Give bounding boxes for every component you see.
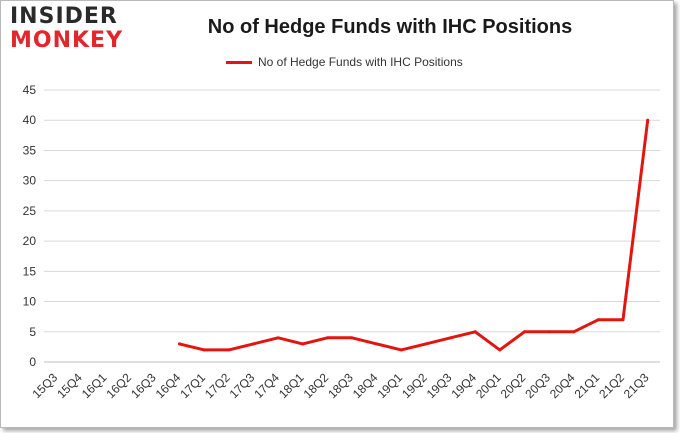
- y-tick-label: 20: [23, 234, 37, 248]
- data-point: [178, 342, 182, 346]
- x-tick-label: 15Q4: [54, 370, 85, 401]
- x-tick-label: 21Q2: [596, 370, 627, 401]
- y-tick-label: 10: [23, 295, 37, 309]
- y-tick-label: 35: [23, 143, 37, 157]
- x-tick-label: 16Q3: [128, 370, 159, 401]
- data-point: [227, 348, 231, 352]
- y-tick-label: 45: [23, 83, 37, 97]
- data-point: [276, 336, 280, 340]
- data-point: [621, 318, 625, 322]
- x-tick-label: 15Q3: [30, 370, 61, 401]
- x-tick-label: 16Q4: [153, 370, 184, 401]
- y-tick-label: 40: [23, 113, 37, 127]
- data-point: [449, 336, 453, 340]
- y-tick-label: 30: [23, 174, 37, 188]
- logo-line-1: INSIDER: [10, 4, 118, 29]
- data-point: [202, 348, 206, 352]
- series-line: [178, 118, 650, 352]
- insider-monkey-logo: INSIDER MONKEY: [10, 6, 123, 52]
- legend-swatch: [226, 60, 252, 64]
- legend-label: No of Hedge Funds with IHC Positions: [258, 55, 463, 69]
- data-point: [251, 342, 255, 346]
- y-tick-label: 0: [29, 355, 36, 369]
- data-point: [547, 330, 551, 334]
- x-tick-label: 18Q4: [350, 370, 381, 401]
- chart-legend: No of Hedge Funds with IHC Positions: [226, 55, 463, 69]
- x-tick-label: 20Q3: [522, 370, 553, 401]
- x-tick-label: 20Q4: [547, 370, 578, 401]
- data-point: [301, 342, 305, 346]
- x-tick-label: 18Q2: [301, 370, 332, 401]
- data-point: [325, 336, 329, 340]
- y-tick-label: 25: [23, 204, 37, 218]
- chart-frame: [0, 0, 674, 428]
- data-point: [399, 348, 403, 352]
- x-tick-label: 18Q3: [325, 370, 356, 401]
- data-point: [375, 342, 379, 346]
- data-point: [424, 342, 428, 346]
- x-tick-label: 21Q3: [621, 370, 652, 401]
- data-point: [350, 336, 354, 340]
- x-tick-label: 16Q1: [79, 370, 110, 401]
- chart-title: No of Hedge Funds with IHC Positions: [207, 16, 573, 38]
- x-tick-label: 19Q3: [424, 370, 455, 401]
- y-tick-label: 5: [29, 325, 36, 339]
- data-point: [646, 118, 650, 122]
- x-tick-label: 17Q3: [227, 370, 258, 401]
- data-point: [522, 330, 526, 334]
- x-tick-label: 20Q1: [473, 370, 504, 401]
- x-tick-label: 18Q1: [276, 370, 307, 401]
- data-point: [572, 330, 576, 334]
- x-tick-label: 17Q1: [177, 370, 208, 401]
- x-tick-label: 17Q2: [202, 370, 233, 401]
- x-tick-label: 19Q4: [448, 370, 479, 401]
- data-point: [473, 330, 477, 334]
- x-tick-label: 20Q2: [498, 370, 529, 401]
- data-point: [498, 348, 502, 352]
- y-tick-label: 15: [23, 264, 37, 278]
- x-tick-label: 19Q1: [374, 370, 405, 401]
- x-tick-label: 16Q2: [103, 370, 134, 401]
- logo-line-2: MONKEY: [10, 28, 124, 53]
- data-point: [596, 318, 600, 322]
- x-tick-label: 19Q2: [399, 370, 430, 401]
- x-tick-label: 21Q1: [572, 370, 603, 401]
- x-tick-label: 17Q4: [251, 370, 282, 401]
